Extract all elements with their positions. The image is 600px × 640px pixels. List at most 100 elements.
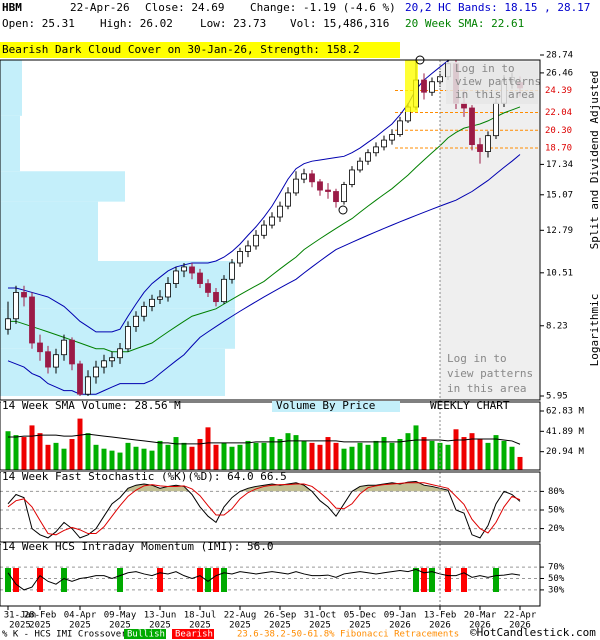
fib-label: 18.70	[545, 144, 572, 154]
bearish-signal	[197, 568, 203, 592]
volume-bar	[173, 437, 179, 470]
stochastic-line	[7, 482, 521, 536]
candle-body	[245, 245, 251, 252]
footer-fib: 23.6-38.2-50-61.8% Fibonacci Retracement…	[237, 630, 459, 640]
footer-bullish: Bullish	[127, 630, 165, 640]
y-tick-label: 20%	[548, 524, 565, 534]
y-tick-label: 80%	[548, 487, 565, 497]
x-tick-year: 2025	[309, 621, 331, 631]
volume-bar	[493, 435, 499, 470]
volume-bar	[365, 444, 371, 470]
y-tick-label: 26.46	[546, 68, 573, 78]
volume-bar	[269, 437, 275, 470]
candle-body	[277, 205, 283, 218]
close: Close: 24.69	[145, 1, 224, 14]
y-tick-label: 12.79	[546, 226, 573, 236]
x-tick-label: 09-Jan	[384, 611, 417, 621]
bullish-signal	[117, 568, 123, 592]
date: 22-Apr-26	[70, 1, 130, 14]
candle-body	[429, 81, 435, 93]
candle-body	[181, 266, 187, 272]
candle-body	[117, 348, 123, 359]
volume-bar	[45, 444, 51, 470]
volume-bar	[53, 442, 59, 470]
candle-body	[317, 181, 323, 191]
candle-body	[229, 262, 235, 280]
volume-bar	[325, 437, 331, 470]
candle-body	[285, 192, 291, 207]
volume-bar	[109, 450, 115, 470]
bullish-signal	[205, 568, 211, 592]
volume-bar	[341, 448, 347, 470]
volume-bar	[181, 442, 187, 470]
volume-bar	[397, 438, 403, 470]
x-tick-year: 2026	[509, 621, 531, 631]
x-tick-year: 2026	[429, 621, 451, 631]
volume-bar	[77, 418, 83, 470]
pattern-notice-top: Log in to view patterns in this area	[446, 62, 541, 104]
candle-body	[141, 305, 147, 317]
volume-by-price-bar	[0, 308, 235, 349]
candle-body	[269, 216, 275, 226]
y-tick-label: 5.95	[546, 392, 568, 402]
x-tick-year: 2025	[29, 621, 51, 631]
candle-body	[365, 152, 371, 162]
candle-body	[469, 107, 475, 146]
candle-body	[189, 266, 195, 274]
imi-frame	[0, 543, 541, 607]
volume-bar	[405, 433, 411, 470]
fib-label: 20.30	[545, 126, 572, 136]
volume-bar	[149, 450, 155, 470]
fib-label: 24.39	[545, 86, 572, 96]
volume-bar	[37, 433, 43, 470]
candle-body	[93, 366, 99, 378]
candle-body	[485, 135, 491, 152]
footer-crossover: % K - HCS IMI Crossover,	[2, 630, 132, 640]
copyright: ©HotCandlestick.com	[470, 626, 596, 639]
volume-by-price-bar	[0, 60, 22, 116]
change: Change: -1.19 (-4.6 %)	[250, 1, 396, 14]
volume-by-price-bar	[0, 201, 98, 261]
pattern-highlight	[405, 60, 418, 112]
x-tick-label: 05-Dec	[344, 611, 377, 621]
volume-bar	[157, 440, 163, 470]
x-tick-year: 2025	[189, 621, 211, 631]
candle-body	[333, 191, 339, 203]
candle-body	[357, 160, 363, 171]
label-bg	[1, 543, 251, 553]
bullish-signal	[429, 568, 435, 592]
bullish-signal	[221, 568, 227, 592]
y-tick-label: 30%	[548, 585, 565, 595]
volume-by-price-bar	[0, 115, 20, 172]
y-tick-label: 17.34	[546, 160, 573, 170]
volume-bar	[29, 425, 35, 470]
candle-body	[61, 339, 67, 356]
notice-line: Log in to	[447, 352, 507, 365]
open: Open: 25.31	[2, 17, 75, 30]
candle-body	[149, 298, 155, 307]
candle-body	[293, 178, 299, 194]
stochastic-line	[7, 480, 521, 539]
symbol: HBM	[2, 1, 22, 14]
notice-line: view patterns	[455, 75, 541, 88]
label-bg	[272, 401, 400, 412]
candle-body	[197, 272, 203, 284]
x-tick-year: 2025	[109, 621, 131, 631]
candle-body	[221, 278, 227, 303]
bullish-signal	[5, 568, 11, 592]
candle-body	[309, 173, 315, 183]
bearish-signal	[13, 568, 19, 592]
candle-body	[493, 102, 499, 137]
x-tick-year: 2025	[9, 621, 31, 631]
candle-body	[237, 251, 243, 264]
volume-bar	[349, 446, 355, 470]
y-tick-label: 70%	[548, 563, 565, 573]
volume-by-price-bar	[0, 171, 125, 202]
volume-bar	[285, 433, 291, 470]
volume-bar	[133, 446, 139, 470]
x-tick-year: 2025	[349, 621, 371, 631]
volume-bar	[429, 440, 435, 470]
high: High: 26.02	[100, 17, 173, 30]
volume-bar	[309, 442, 315, 470]
